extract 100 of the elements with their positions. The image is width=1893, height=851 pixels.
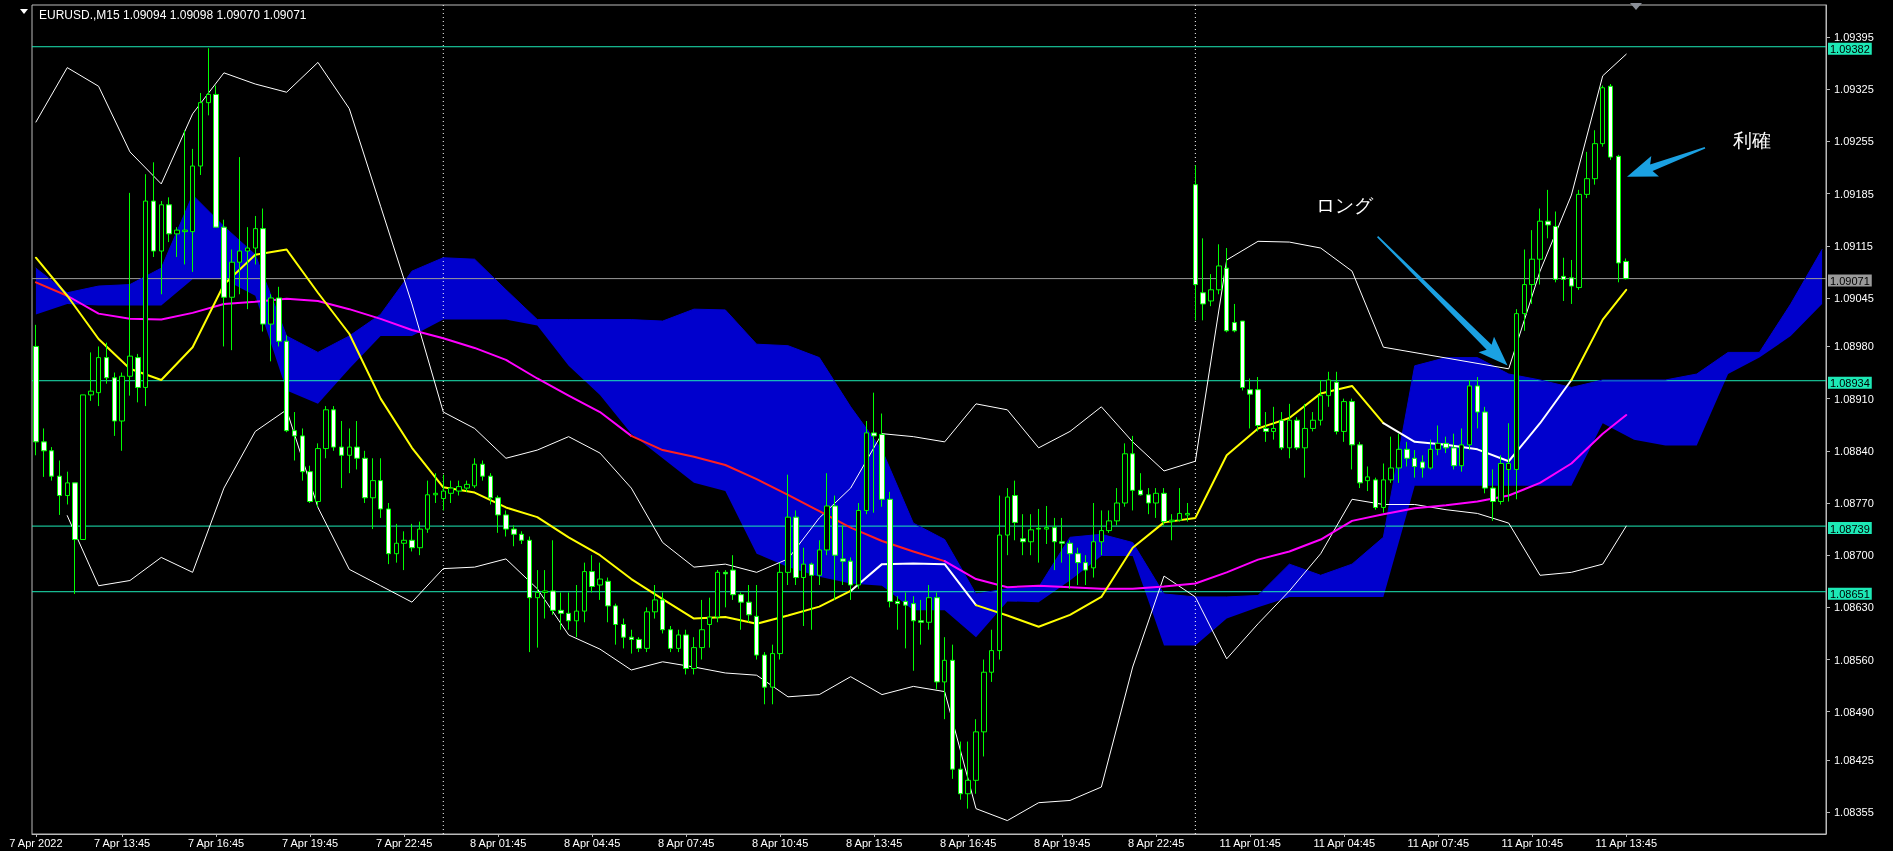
x-tick-label: 7 Apr 2022 [9, 836, 63, 849]
candlestick [1138, 472, 1143, 497]
candlestick [1326, 371, 1331, 408]
y-tick-label: 1.09255 [1834, 135, 1874, 148]
candlestick [417, 521, 423, 556]
candlestick [354, 420, 360, 470]
candlestick [237, 156, 242, 295]
candlestick [159, 200, 164, 295]
chart-title: EURUSD.,M15 1.09094 1.09098 1.09070 1.09071 [39, 8, 307, 22]
candlestick [1083, 554, 1088, 586]
candlestick [260, 208, 266, 333]
x-tick-label: 11 Apr 04:45 [1313, 836, 1375, 849]
candlestick [1506, 422, 1511, 503]
y-tick-label: 1.08840 [1834, 444, 1874, 457]
candlestick [965, 741, 971, 810]
candlestick [582, 562, 587, 623]
candlestick [104, 342, 109, 385]
candlestick [1420, 454, 1425, 479]
candlestick [1592, 129, 1598, 186]
candlestick [307, 465, 313, 504]
candlestick [1318, 379, 1323, 426]
x-tick-label: 8 Apr 22:45 [1128, 836, 1185, 849]
candlestick [1616, 154, 1621, 283]
candlestick [1341, 398, 1347, 443]
ref-line-label: 1.08651 [1830, 588, 1870, 601]
x-tick-label: 11 Apr 13:45 [1595, 836, 1658, 849]
annotation: ロング [1316, 195, 1374, 216]
candlestick [65, 471, 70, 505]
candlestick [276, 286, 282, 347]
candlestick [1075, 547, 1081, 586]
line-series [66, 294, 633, 437]
candlestick [441, 474, 446, 511]
candlestick [41, 427, 47, 478]
x-tick-label: 7 Apr 22:45 [375, 836, 433, 849]
candlestick [315, 442, 321, 508]
candlestick [1561, 257, 1566, 302]
candlestick [1302, 403, 1308, 479]
candlestick [1114, 487, 1120, 526]
candlestick [746, 584, 752, 623]
candlestick [268, 293, 274, 362]
candlestick [488, 472, 493, 505]
candlestick [229, 249, 235, 351]
candlestick [1153, 487, 1159, 519]
y-tick-label: 1.08355 [1834, 806, 1874, 819]
x-tick-label: 8 Apr 10:45 [752, 836, 809, 849]
candlestick [1169, 513, 1175, 541]
candlestick [1404, 441, 1410, 467]
candlestick [1396, 433, 1402, 484]
candlestick [840, 524, 846, 586]
x-tick-label: 7 Apr 13:45 [93, 836, 151, 849]
candlestick [1537, 208, 1543, 286]
candlestick [1255, 376, 1261, 432]
candlestick [198, 92, 203, 176]
candlestick [777, 562, 783, 661]
candlestick [542, 569, 548, 620]
candlestick [1310, 411, 1316, 432]
candlestick [1185, 502, 1190, 523]
candlestick [950, 644, 955, 780]
candlestick [1161, 487, 1167, 526]
candlestick [472, 457, 477, 489]
candlestick [1247, 378, 1253, 429]
candlestick [1569, 259, 1574, 305]
candlestick [1475, 376, 1480, 429]
candlestick [879, 413, 885, 508]
candlestick [1224, 247, 1229, 333]
candlestick [1498, 454, 1504, 505]
candlestick [213, 85, 219, 228]
candlestick [1522, 249, 1527, 332]
candlestick [245, 226, 250, 310]
candlestick [112, 372, 117, 437]
candlestick [143, 173, 148, 407]
y-tick-label: 1.08630 [1834, 601, 1874, 614]
candlestick [119, 372, 125, 452]
candlestick [621, 618, 626, 649]
candlestick [206, 47, 211, 116]
candlestick [1287, 403, 1292, 459]
line-series [34, 248, 852, 625]
candlestick [174, 226, 180, 258]
y-tick-label: 1.08425 [1834, 754, 1874, 767]
candlestick [911, 595, 916, 672]
candlestick [519, 530, 524, 545]
candlestick [347, 427, 352, 474]
candlestick [1443, 436, 1449, 454]
line-series [943, 414, 1628, 590]
candlestick [1177, 487, 1182, 523]
candlestick [942, 636, 947, 720]
x-tick-label: 8 Apr 19:45 [1034, 836, 1091, 849]
annotation: 利確 [1733, 130, 1771, 151]
candlestick [1381, 462, 1386, 514]
candlestick [785, 474, 791, 586]
candlestick [1294, 416, 1300, 451]
ref-line-label: 1.08739 [1830, 522, 1870, 535]
candlestick [699, 599, 705, 661]
candlestick [1334, 371, 1339, 435]
candlestick [386, 502, 391, 565]
y-tick-label: 1.08980 [1834, 340, 1874, 353]
candlestick [973, 718, 979, 795]
candlestick [824, 472, 830, 556]
candlestick [918, 599, 924, 646]
candlestick [378, 457, 383, 519]
